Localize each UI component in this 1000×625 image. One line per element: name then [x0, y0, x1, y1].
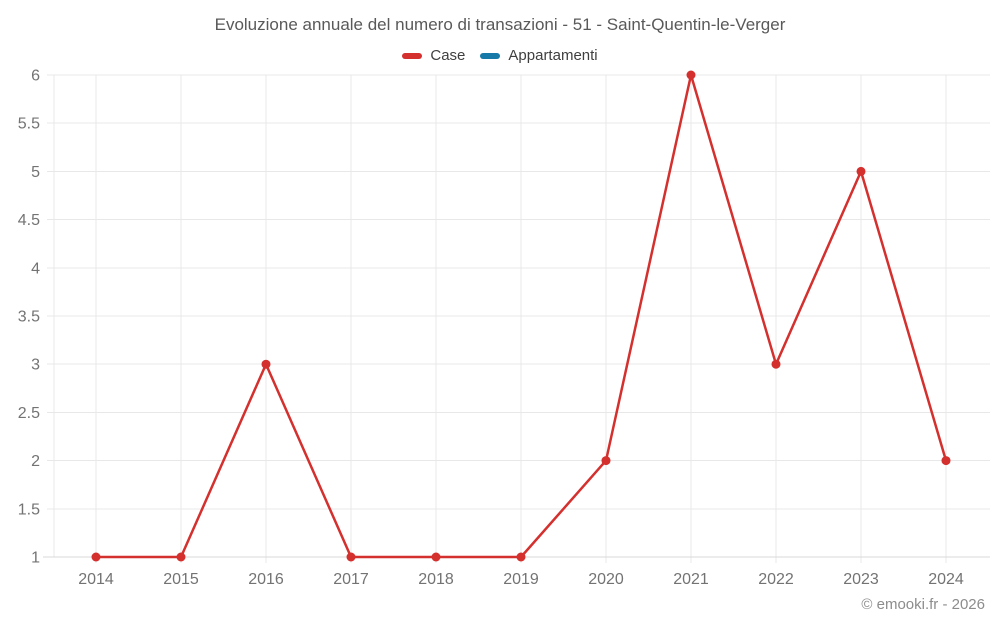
data-point-case-2022[interactable]: [771, 359, 781, 369]
data-point-case-2015[interactable]: [176, 552, 186, 562]
footer-credit: © emooki.fr - 2026: [861, 596, 985, 613]
y-axis-label-2.5: 2.5: [18, 405, 40, 422]
x-axis-label-2022: 2022: [758, 571, 794, 588]
y-axis-label-3.5: 3.5: [18, 309, 40, 326]
data-point-case-2014[interactable]: [91, 552, 101, 562]
y-axis-label-4: 4: [31, 260, 40, 277]
y-axis-label-4.5: 4.5: [18, 212, 40, 229]
x-axis-label-2014: 2014: [78, 571, 114, 588]
y-axis-label-6: 6: [31, 68, 40, 85]
y-axis-label-2: 2: [31, 453, 40, 470]
data-point-case-2020[interactable]: [601, 456, 611, 466]
data-point-case-2018[interactable]: [431, 552, 441, 562]
data-point-case-2017[interactable]: [346, 552, 356, 562]
y-axis-label-1: 1: [31, 550, 40, 567]
x-axis-label-2024: 2024: [928, 571, 964, 588]
y-axis-label-5: 5: [31, 164, 40, 181]
y-axis-label-1.5: 1.5: [18, 501, 40, 518]
chart-legend: Case Appartamenti: [0, 47, 1000, 64]
x-axis-label-2017: 2017: [333, 571, 369, 588]
legend-item-case[interactable]: Case: [402, 47, 465, 64]
y-axis-label-3: 3: [31, 357, 40, 374]
x-axis-label-2019: 2019: [503, 571, 539, 588]
data-point-case-2019[interactable]: [516, 552, 526, 562]
data-point-case-2023[interactable]: [856, 166, 866, 176]
x-axis-label-2021: 2021: [673, 571, 709, 588]
legend-label-appartamenti: Appartamenti: [508, 47, 598, 64]
legend-swatch-appartamenti: [480, 52, 501, 59]
data-point-case-2021[interactable]: [686, 70, 696, 80]
data-point-case-2016[interactable]: [261, 359, 271, 369]
legend-item-appartamenti[interactable]: Appartamenti: [480, 47, 598, 64]
x-axis-label-2016: 2016: [248, 571, 284, 588]
x-axis-label-2020: 2020: [588, 571, 624, 588]
chart-title: Evoluzione annuale del numero di transaz…: [214, 15, 786, 34]
legend-swatch-case: [402, 52, 423, 59]
data-point-case-2024[interactable]: [941, 456, 951, 466]
x-axis-label-2023: 2023: [843, 571, 879, 588]
x-axis-label-2015: 2015: [163, 571, 199, 588]
y-axis-label-5.5: 5.5: [18, 116, 40, 133]
legend-label-case: Case: [430, 47, 466, 64]
x-axis-label-2018: 2018: [418, 571, 454, 588]
